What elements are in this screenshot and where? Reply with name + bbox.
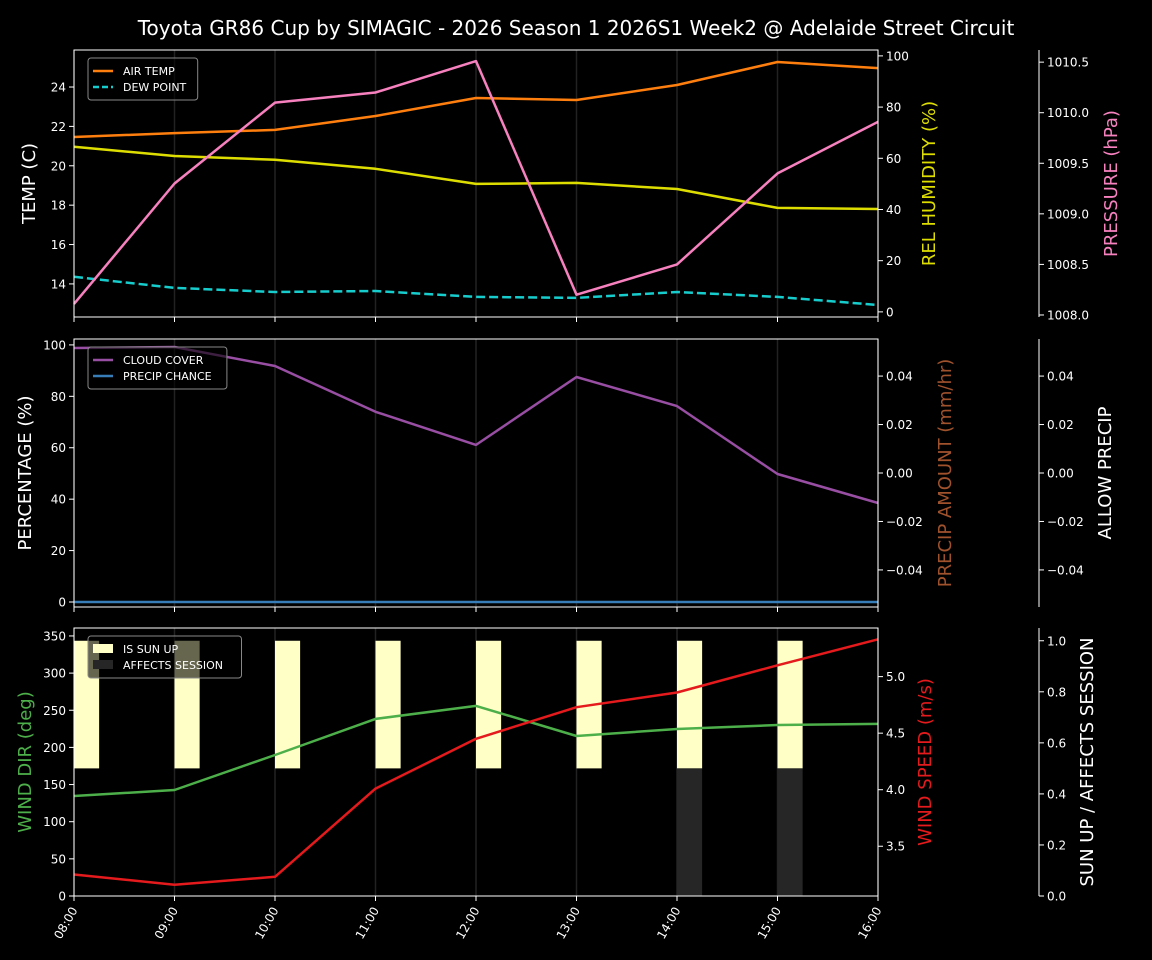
y-tick-label: −0.02 <box>886 515 923 529</box>
legend-label: AIR TEMP <box>123 65 175 78</box>
y-tick-label: 20 <box>51 544 66 558</box>
right2-axis-label: ALLOW PRECIP <box>1095 406 1116 539</box>
sun-up-bar <box>375 640 401 769</box>
y-tick-label: 0.02 <box>1047 418 1074 432</box>
sun-up-bar <box>677 640 703 769</box>
y-tick-label: 0.02 <box>886 418 913 432</box>
y-tick-label: 0.2 <box>1047 838 1066 852</box>
y-tick-label: −0.04 <box>1047 563 1084 577</box>
y-tick-label: 50 <box>51 852 66 866</box>
legend-box <box>87 635 242 679</box>
y-tick-label: 1010.5 <box>1047 56 1089 70</box>
series-wind-dir <box>73 704 879 798</box>
legend-patch <box>93 660 113 669</box>
series-dew-point <box>73 275 879 307</box>
legend-label: CLOUD COVER <box>123 354 204 367</box>
x-tick-label: 15:00 <box>755 905 784 942</box>
affects-session-bar <box>777 768 803 896</box>
y-tick-label: 1009.0 <box>1047 207 1089 221</box>
legend-label: DEW POINT <box>123 81 187 94</box>
y-tick-label: 3.5 <box>886 840 905 854</box>
y-tick-label: 0 <box>58 890 66 904</box>
y-tick-label: 1.0 <box>1047 634 1066 648</box>
y-tick-label: 24 <box>51 81 66 95</box>
y-tick-label: 4.5 <box>886 727 905 741</box>
legend-label: AFFECTS SESSION <box>123 659 223 672</box>
right2-axis-label: SUN UP / AFFECTS SESSION <box>1077 637 1098 886</box>
y-tick-label: 0.4 <box>1047 787 1066 801</box>
legend-box <box>87 57 199 101</box>
y-tick-label: 250 <box>43 704 66 718</box>
y-tick-label: 40 <box>886 203 901 217</box>
y-tick-label: 60 <box>886 152 901 166</box>
y-tick-label: 200 <box>43 741 66 755</box>
y-tick-label: 0.04 <box>886 370 913 384</box>
series-pressure <box>73 59 879 305</box>
y-tick-label: 80 <box>51 390 66 404</box>
y-tick-label: 100 <box>43 815 66 829</box>
right-axis-label: PRECIP AMOUNT (mm/hr) <box>935 359 956 588</box>
right-axis-label: REL HUMIDITY (%) <box>919 101 940 266</box>
affects-session-bar <box>677 768 703 896</box>
y-tick-label: 300 <box>43 667 66 681</box>
y-tick-label: 18 <box>51 199 66 213</box>
legend-patch <box>93 644 113 653</box>
y-tick-label: 100 <box>43 338 66 352</box>
y-tick-label: 20 <box>886 254 901 268</box>
x-tick-label: 14:00 <box>654 905 683 942</box>
y-tick-label: 80 <box>886 101 901 115</box>
y-tick-label: 0.04 <box>1047 370 1074 384</box>
x-tick-label: 12:00 <box>453 905 482 942</box>
y-tick-label: 150 <box>43 778 66 792</box>
y-tick-label: 4.0 <box>886 783 905 797</box>
y-tick-label: 40 <box>51 493 66 507</box>
x-tick-label: 10:00 <box>252 905 281 942</box>
sun-up-bar <box>476 640 502 769</box>
y-tick-label: 0 <box>58 595 66 609</box>
y-tick-label: 1008.0 <box>1047 308 1089 322</box>
series-wind-speed <box>73 638 879 886</box>
right-axis-label: WIND SPEED (m/s) <box>915 678 936 846</box>
y-tick-label: −0.02 <box>1047 515 1084 529</box>
left-axis-label: TEMP (C) <box>19 143 40 225</box>
series-air-temp <box>73 60 879 139</box>
right2-axis-label: PRESSURE (hPa) <box>1101 110 1122 257</box>
x-tick-label: 11:00 <box>353 905 382 942</box>
y-tick-label: 350 <box>43 629 66 643</box>
y-tick-label: 1010.0 <box>1047 106 1089 120</box>
y-tick-label: 1009.5 <box>1047 157 1089 171</box>
y-tick-label: 0.8 <box>1047 685 1066 699</box>
x-tick-label: 09:00 <box>152 905 181 942</box>
legend-label: IS SUN UP <box>123 643 179 656</box>
y-tick-label: 0.00 <box>886 467 913 481</box>
y-tick-label: 100 <box>886 49 909 63</box>
left-axis-label: PERCENTAGE (%) <box>15 395 36 550</box>
y-tick-label: 5.0 <box>886 670 905 684</box>
y-tick-label: 1008.5 <box>1047 258 1089 272</box>
y-tick-label: 60 <box>51 441 66 455</box>
legend-label: PRECIP CHANCE <box>123 370 212 383</box>
y-tick-label: 0.00 <box>1047 467 1074 481</box>
y-tick-label: 20 <box>51 159 66 173</box>
y-tick-label: 22 <box>51 120 66 134</box>
chart-title: Toyota GR86 Cup by SIMAGIC - 2026 Season… <box>137 16 1015 40</box>
y-tick-label: 16 <box>51 238 66 252</box>
y-tick-label: 0.6 <box>1047 736 1066 750</box>
y-tick-label: 0 <box>886 305 894 319</box>
x-tick-label: 16:00 <box>855 905 884 942</box>
y-tick-label: −0.04 <box>886 563 923 577</box>
y-tick-label: 0.0 <box>1047 890 1066 904</box>
y-tick-label: 14 <box>51 277 66 291</box>
x-tick-label: 08:00 <box>51 905 80 942</box>
left-axis-label: WIND DIR (deg) <box>15 691 36 833</box>
x-tick-label: 13:00 <box>554 905 583 942</box>
legend-box <box>87 346 228 390</box>
